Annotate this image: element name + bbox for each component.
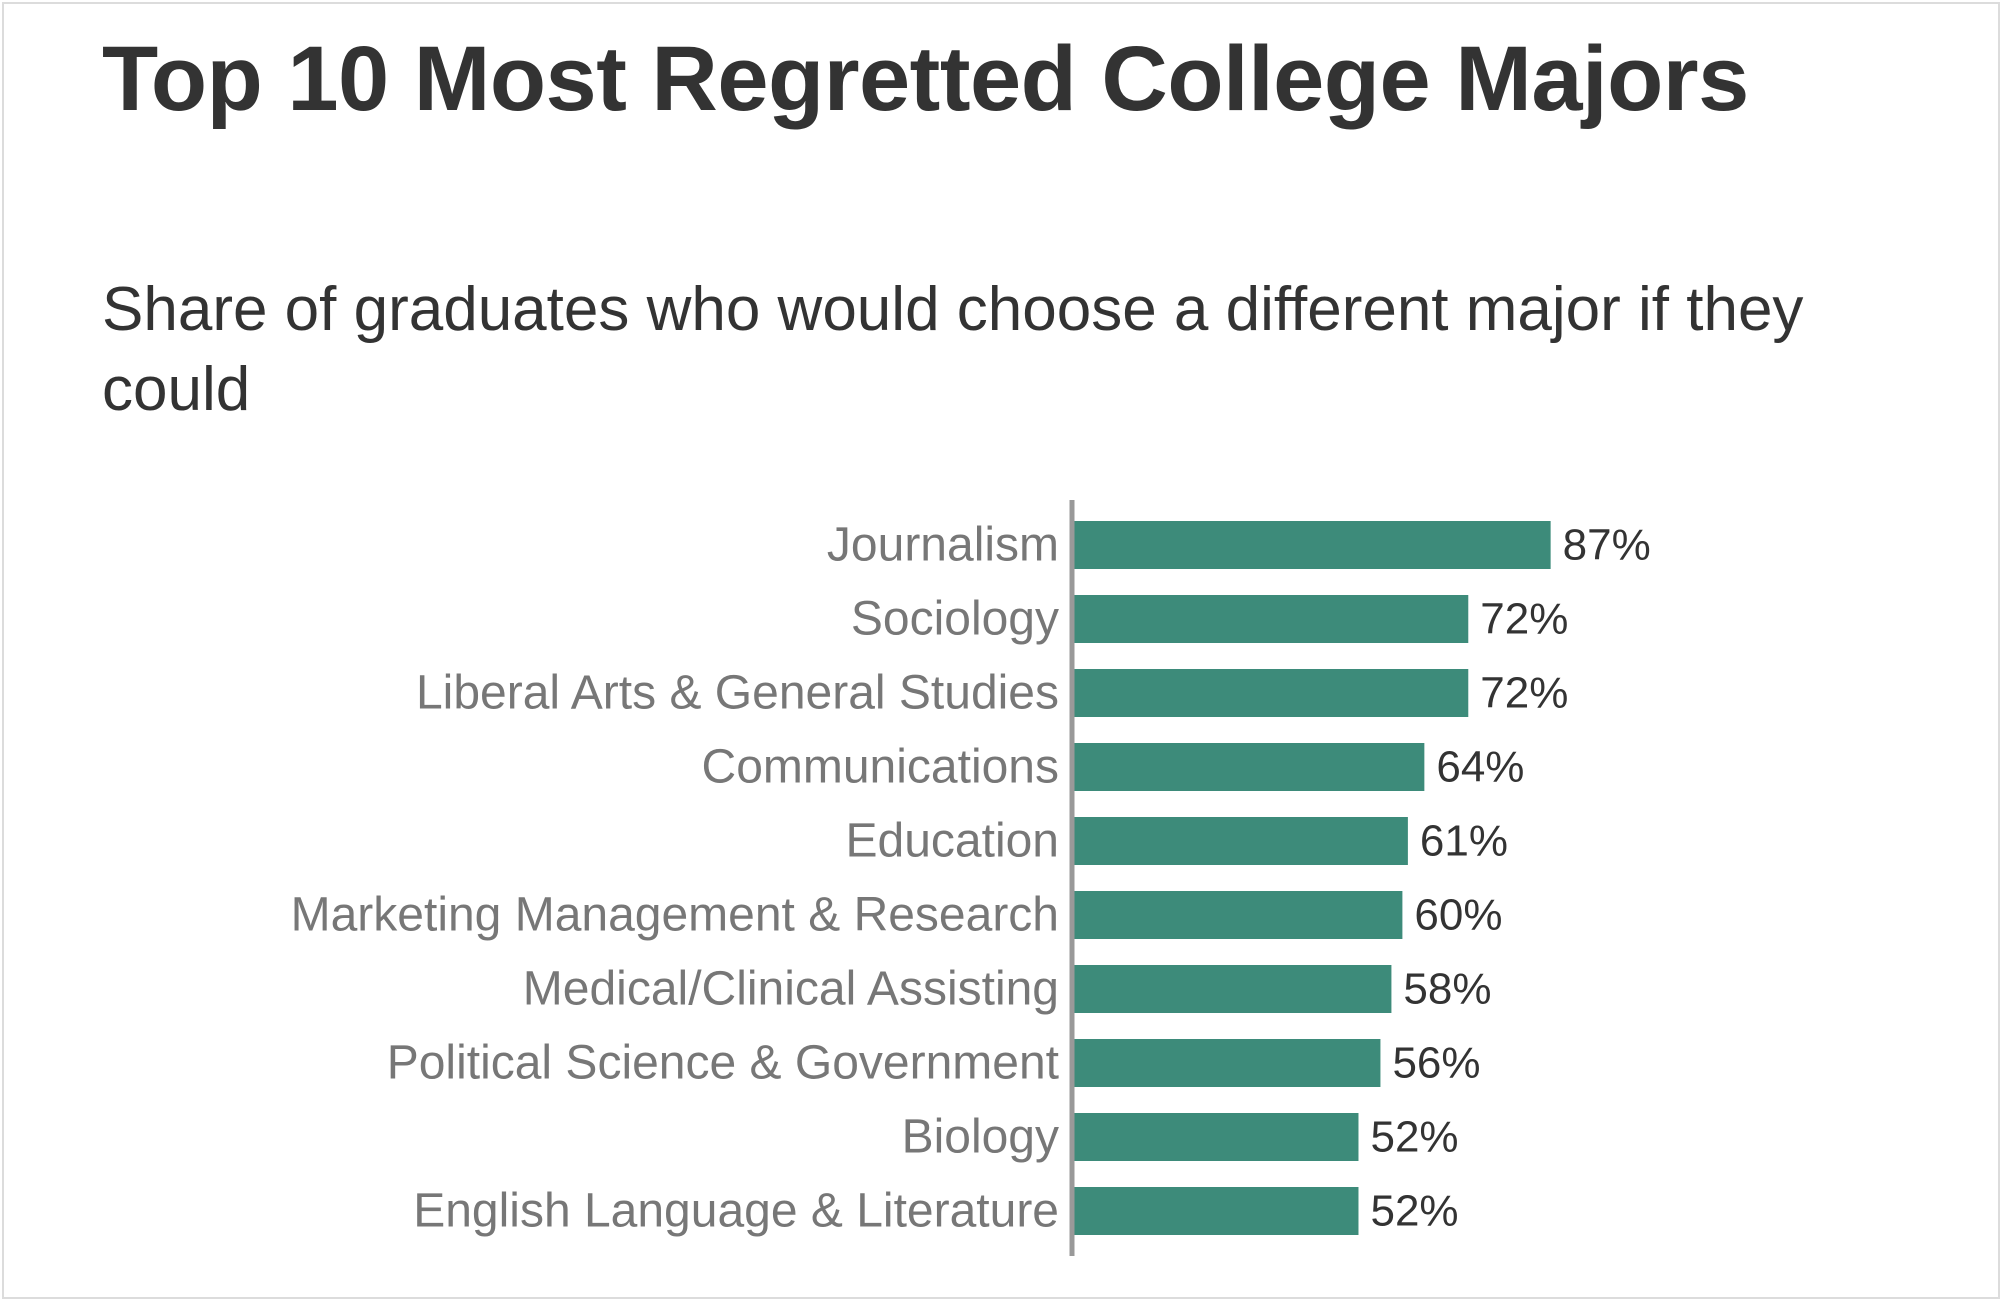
bar-1 <box>1073 595 1469 643</box>
category-label-6: Medical/Clinical Assisting <box>523 963 1059 1016</box>
category-label-2: Liberal Arts & General Studies <box>416 667 1059 720</box>
category-label-5: Marketing Management & Research <box>291 889 1059 942</box>
value-label-1: 72% <box>1480 595 1568 644</box>
category-label-0: Journalism <box>827 519 1059 572</box>
category-label-9: English Language & Literature <box>413 1185 1059 1238</box>
bar-7 <box>1073 1039 1381 1087</box>
bar-6 <box>1073 965 1392 1013</box>
value-label-6: 58% <box>1403 965 1491 1014</box>
category-label-4: Education <box>846 815 1060 868</box>
value-label-2: 72% <box>1480 669 1568 718</box>
value-label-7: 56% <box>1392 1039 1480 1088</box>
value-label-9: 52% <box>1370 1187 1458 1236</box>
bar-8 <box>1073 1113 1359 1161</box>
value-labels: 87% 72% 72% 64% 61% 60% 58% 56% 52% 52% <box>1370 521 1650 1236</box>
value-label-5: 60% <box>1414 891 1502 940</box>
category-label-1: Sociology <box>851 593 1059 646</box>
bars-layer <box>1073 521 1551 1235</box>
bar-0 <box>1073 521 1551 569</box>
value-label-3: 64% <box>1436 743 1524 792</box>
category-labels: Journalism Sociology Liberal Arts & Genera… <box>291 519 1059 1238</box>
value-label-8: 52% <box>1370 1113 1458 1162</box>
value-label-4: 61% <box>1420 817 1508 866</box>
category-label-7: Political Science & Government <box>387 1037 1059 1090</box>
bar-2 <box>1073 669 1469 717</box>
chart-title: Top 10 Most Regretted College Majors <box>102 28 1749 130</box>
category-label-3: Communications <box>702 741 1059 794</box>
bar-5 <box>1073 891 1403 939</box>
chart-subtitle: Share of graduates who would choose a di… <box>102 275 1804 424</box>
category-label-8: Biology <box>902 1111 1059 1164</box>
bar-9 <box>1073 1187 1359 1235</box>
bar-3 <box>1073 743 1425 791</box>
value-label-0: 87% <box>1563 521 1651 570</box>
bar-4 <box>1073 817 1408 865</box>
